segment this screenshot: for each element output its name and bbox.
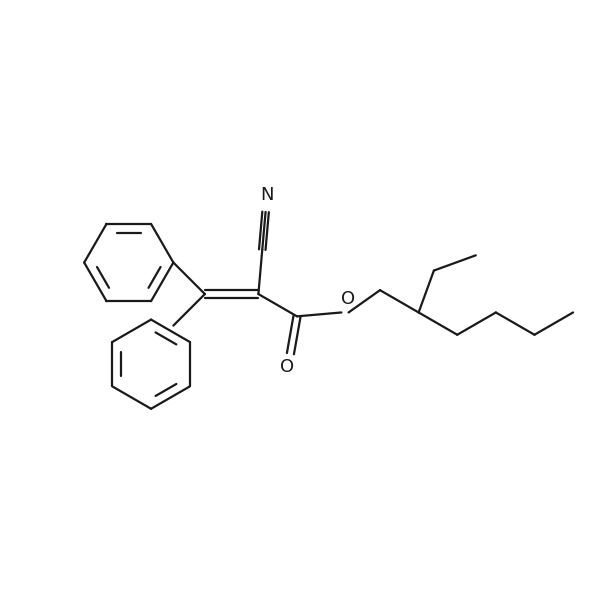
Text: O: O: [280, 358, 295, 376]
Text: N: N: [260, 186, 274, 204]
Text: O: O: [341, 290, 356, 308]
